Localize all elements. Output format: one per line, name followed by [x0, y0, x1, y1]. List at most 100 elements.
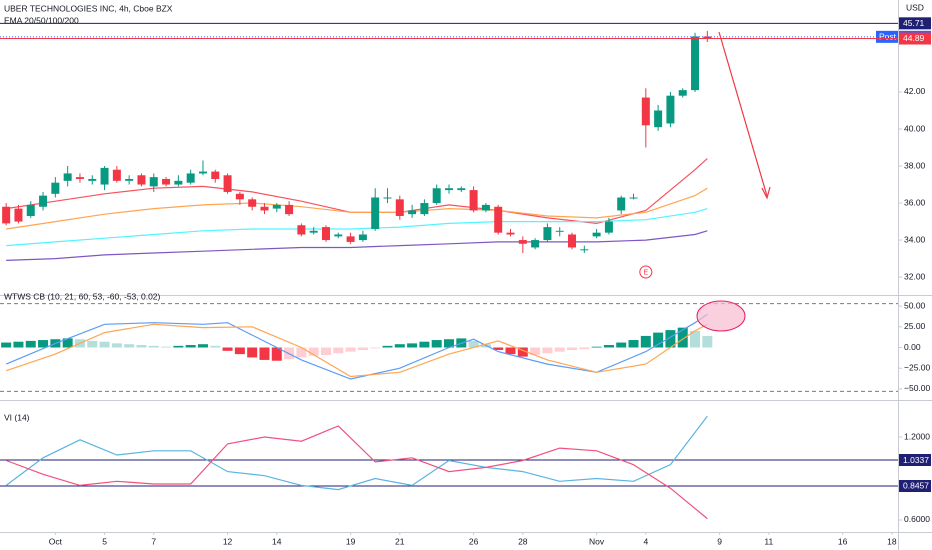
y-tick-label: 42.00: [904, 86, 926, 96]
tag-box: [899, 479, 931, 492]
candle-body: [285, 204, 294, 215]
histogram-bar: [222, 347, 233, 351]
x-tick-label: 26: [469, 536, 479, 546]
y-tick-label: 34.00: [904, 234, 926, 244]
y-tick-label: 50.00: [904, 300, 926, 310]
histogram-bar: [616, 342, 627, 348]
y-tick-label: 38.00: [904, 160, 926, 170]
line-series: [5, 415, 708, 491]
event-marker: [639, 265, 653, 279]
histogram-bar: [25, 340, 36, 348]
candle-body: [186, 173, 195, 183]
candle-body: [568, 234, 577, 248]
candle-body: [63, 173, 72, 181]
histogram-bar: [345, 347, 356, 352]
candle-body: [383, 197, 392, 199]
candle-body: [641, 97, 650, 126]
candle-body: [260, 206, 269, 211]
candle-body: [592, 232, 601, 237]
candle-body: [481, 204, 490, 211]
candle-body: [149, 177, 158, 187]
candle-body: [88, 178, 97, 181]
tag-box: [876, 30, 898, 43]
x-tick-label: 19: [346, 536, 356, 546]
x-tick-label: 21: [395, 536, 405, 546]
annotation-arrow: [718, 31, 768, 197]
histogram-bar: [1, 342, 12, 348]
candle-body: [75, 177, 84, 179]
indicator-title: WTWS CB (10, 21, 60, 53, -60, -53, 0.02): [4, 291, 161, 301]
histogram-bar: [234, 347, 245, 355]
histogram-bar: [542, 347, 553, 354]
histogram-bar: [677, 327, 688, 348]
histogram-bar: [579, 347, 590, 350]
candle-body: [2, 206, 11, 224]
y-tick-label: −25.00: [904, 362, 931, 372]
histogram-bar: [333, 347, 344, 354]
histogram-bar: [444, 339, 454, 348]
histogram-bar: [247, 347, 258, 358]
candle-body: [272, 204, 281, 209]
candle-body: [162, 178, 171, 185]
histogram-bar: [161, 346, 172, 348]
histogram-bar: [419, 341, 430, 348]
candle-body: [432, 188, 441, 204]
candle-body: [51, 182, 60, 194]
candle-body: [457, 188, 466, 191]
annotation-arrowhead: [761, 186, 771, 200]
candle-body: [235, 193, 244, 200]
histogram-bar: [13, 341, 24, 348]
histogram-bar: [62, 338, 73, 348]
histogram-bar: [407, 343, 418, 348]
y-tick-label: −50.00: [904, 383, 931, 393]
candle-body: [309, 230, 318, 233]
histogram-bar: [124, 344, 135, 348]
annotation-ellipse: [696, 300, 746, 332]
candle-body: [358, 234, 367, 241]
chart-title: UBER TECHNOLOGIES INC, 4h, Cboe BZX: [4, 3, 173, 13]
candle-body: [100, 167, 109, 185]
candle-body: [691, 36, 700, 91]
event-label: E: [643, 269, 648, 276]
candle-body: [321, 227, 330, 241]
histogram-bar: [603, 345, 614, 348]
candle-body: [125, 178, 134, 181]
x-tick-label: 16: [838, 536, 848, 546]
histogram-bar: [382, 345, 393, 348]
candle-body: [531, 240, 540, 248]
histogram-bar: [567, 347, 578, 350]
histogram-bar: [702, 335, 713, 348]
x-tick-label: 28: [518, 536, 528, 546]
y-tick-label: 25.00: [904, 321, 926, 331]
histogram-bar: [431, 340, 442, 348]
candle-body: [112, 169, 121, 181]
histogram-bar: [87, 340, 98, 348]
histogram-bar: [185, 345, 196, 348]
candle-body: [555, 230, 564, 232]
line-series: [5, 425, 708, 520]
candle-body: [174, 180, 183, 185]
histogram-bar: [296, 347, 307, 358]
x-tick-label: Oct: [49, 536, 63, 546]
histogram-bar: [394, 344, 405, 348]
candle-body: [346, 236, 355, 242]
candle-body: [248, 199, 257, 207]
y-tick-label: 0.6000: [904, 514, 930, 524]
histogram-bar: [517, 347, 528, 357]
histogram-bar: [628, 340, 639, 348]
candle-body: [223, 175, 232, 192]
y-tick-label: 32.00: [904, 271, 926, 281]
x-tick-label: 7: [151, 536, 156, 546]
candle-body: [469, 190, 478, 211]
candle-body: [543, 227, 552, 241]
histogram-bar: [505, 347, 516, 355]
y-tick-label: 40.00: [904, 123, 926, 133]
histogram-bar: [468, 340, 479, 348]
histogram-bar: [493, 347, 504, 350]
histogram-bar: [259, 347, 270, 360]
y-tick-label: 36.00: [904, 197, 926, 207]
candle-body: [629, 197, 638, 199]
histogram-bar: [665, 330, 676, 348]
histogram-bar: [370, 347, 381, 349]
